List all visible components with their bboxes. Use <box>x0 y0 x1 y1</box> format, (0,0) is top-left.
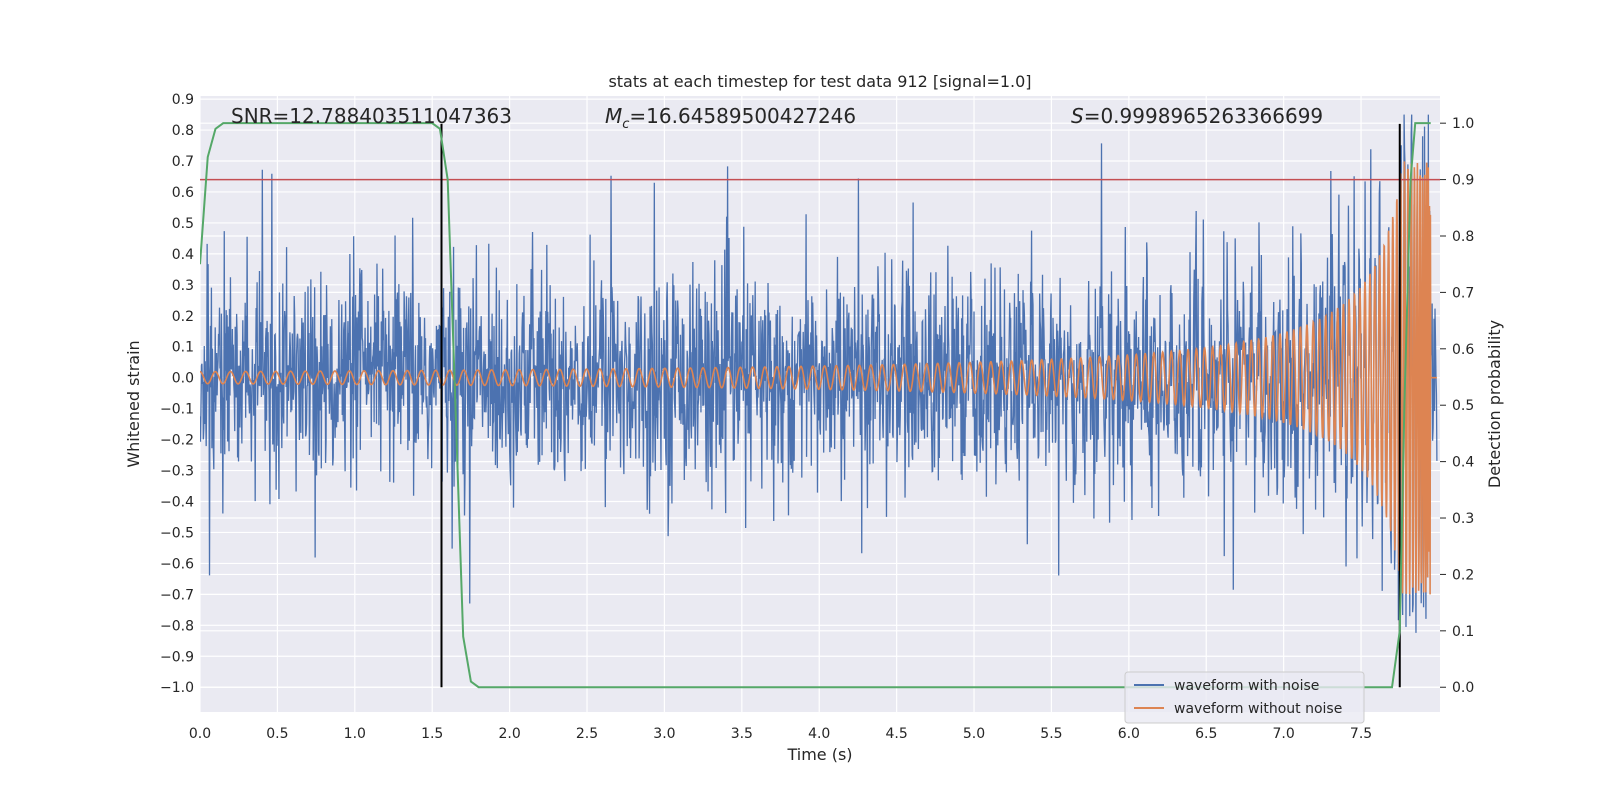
y-tick-label: 0.8 <box>172 123 194 139</box>
y2-tick-label: 0.4 <box>1452 455 1474 471</box>
x-tick-label: 5.5 <box>1040 726 1062 742</box>
y2-tick-label: 0.5 <box>1452 398 1474 414</box>
x-tick-label: 2.5 <box>576 726 598 742</box>
x-tick-label: 0.0 <box>189 726 211 742</box>
y2-tick-label: 0.9 <box>1452 173 1474 189</box>
y-tick-label: 0.7 <box>172 154 194 170</box>
y2-tick-label: 0.0 <box>1452 680 1474 696</box>
x-tick-label: 1.5 <box>421 726 443 742</box>
y2-tick-label: 0.3 <box>1452 511 1474 527</box>
x-tick-label: 6.5 <box>1195 726 1217 742</box>
y-tick-label: 0.2 <box>172 309 194 325</box>
x-tick-label: 5.0 <box>963 726 985 742</box>
data-layer <box>200 114 1440 689</box>
y-tick-label: −0.5 <box>160 525 194 541</box>
x-tick-label: 6.0 <box>1118 726 1140 742</box>
x-axis-label: Time (s) <box>786 745 852 764</box>
y-tick-label: −0.9 <box>160 649 194 665</box>
y-tick-label: 0.0 <box>172 371 194 387</box>
y2-tick-labels: 1.0 0.9 0.8 0.7 0.6 0.5 0.4 0.3 0.2 0.1 0.0 <box>1440 116 1474 696</box>
legend-box <box>1124 671 1365 724</box>
legend: waveform with noise waveform without noi… <box>1124 671 1365 724</box>
x-tick-label: 2.0 <box>498 726 520 742</box>
legend-label-noise: waveform with noise <box>1174 678 1319 694</box>
s-symbol: S <box>1071 104 1084 128</box>
x-tick-label: 3.5 <box>731 726 753 742</box>
s-value: =0.9998965263366699 <box>1084 104 1323 128</box>
x-tick-label: 7.0 <box>1273 726 1295 742</box>
mc-symbol: M <box>605 104 622 128</box>
x-tick-label: 7.5 <box>1350 726 1372 742</box>
y-tick-label: 0.3 <box>172 278 194 294</box>
y-tick-label: −0.3 <box>160 464 194 480</box>
y-tick-label: 0.1 <box>172 340 194 356</box>
x-tick-label: 4.0 <box>808 726 830 742</box>
y2-tick-label: 1.0 <box>1452 116 1474 132</box>
y2-tick-label: 0.1 <box>1452 624 1474 640</box>
y-tick-label: 0.5 <box>172 216 194 232</box>
y2-tick-label: 0.7 <box>1452 285 1474 301</box>
y-tick-label: 0.4 <box>172 247 194 263</box>
mc-subscript: c <box>622 117 629 132</box>
x-tick-labels: 0.0 0.5 1.0 1.5 2.0 2.5 3.0 3.5 4.0 4.5 5.0 5.5 6.0 6… <box>189 726 1372 742</box>
y-tick-label: −0.8 <box>160 618 194 634</box>
x-tick-label: 4.5 <box>885 726 907 742</box>
s-annotation: S=0.9998965263366699 <box>1071 104 1323 128</box>
y-tick-label: −0.4 <box>160 495 194 511</box>
chart-title: stats at each timestep for test data 912… <box>608 72 1031 91</box>
mc-value: =16.64589500427246 <box>629 104 856 128</box>
y-tick-labels: 0.9 0.8 0.7 0.6 0.5 0.4 0.3 0.2 0.1 0.0 −0.1 −0.2 −0… <box>160 92 194 696</box>
y-tick-label: −0.1 <box>160 402 194 418</box>
y-axis-label: Whitened strain <box>124 340 143 467</box>
legend-label-clean: waveform without noise <box>1174 701 1342 717</box>
mc-annotation: Mc=16.64589500427246 <box>605 104 856 132</box>
x-tick-label: 1.0 <box>344 726 366 742</box>
y2-tick-label: 0.2 <box>1452 567 1474 583</box>
y-tick-label: −0.7 <box>160 587 194 603</box>
series-line-detection-probability <box>200 122 1431 689</box>
y-tick-label: 0.9 <box>172 92 194 108</box>
series-line-waveform-without-noise <box>200 161 1437 595</box>
snr-annotation: SNR=12.788403511047363 <box>231 104 512 128</box>
y-tick-label: −0.2 <box>160 433 194 449</box>
series-line-waveform-with-noise <box>200 114 1438 633</box>
y2-axis-label: Detection probability <box>1485 320 1504 488</box>
x-tick-label: 3.0 <box>653 726 675 742</box>
x-tick-label: 0.5 <box>266 726 288 742</box>
y-tick-label: 0.6 <box>172 185 194 201</box>
y2-tick-label: 0.6 <box>1452 342 1474 358</box>
y-tick-label: −1.0 <box>160 680 194 696</box>
y2-tick-label: 0.8 <box>1452 229 1474 245</box>
y-tick-label: −0.6 <box>160 556 194 572</box>
